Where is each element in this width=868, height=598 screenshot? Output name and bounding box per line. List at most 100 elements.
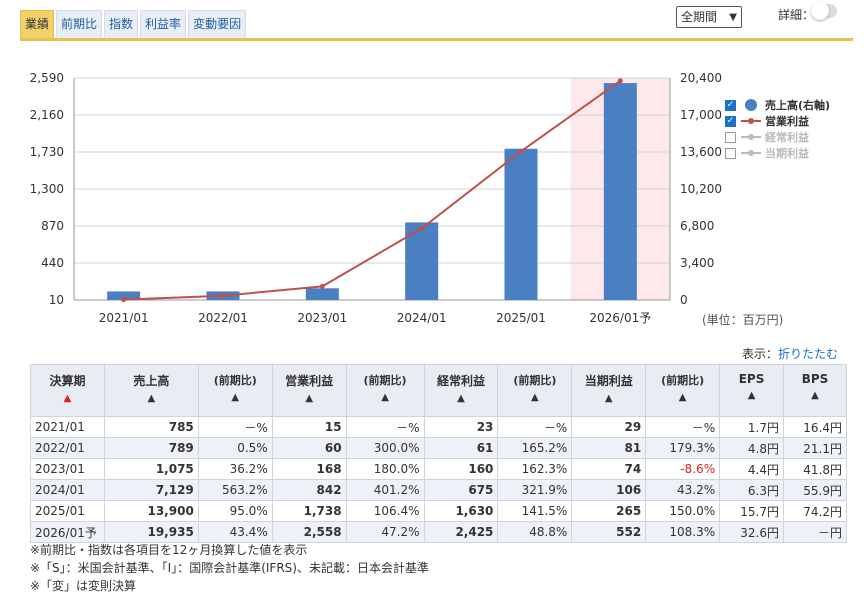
collapse-link[interactable]: 折りたたむ	[778, 347, 839, 361]
header-label: 当期利益	[584, 374, 633, 388]
table-header-cell[interactable]: BPS ▲	[783, 364, 847, 417]
y-tick-label-right: 6,800	[680, 219, 714, 233]
point-operating-profit	[518, 148, 524, 154]
sort-triangle-icon[interactable]: ▲	[147, 393, 156, 404]
table-cell: 43.2%	[645, 479, 721, 501]
table-cell: 165.2%	[497, 437, 573, 459]
table-cell: 675	[423, 479, 499, 501]
table-row: 2023/01 1,075 36.2% 168 180.0% 160 162.3% 74 -8.…	[30, 458, 847, 480]
detail-label: 詳細：	[778, 8, 815, 22]
chevron-down-icon: ▼	[729, 12, 737, 23]
sort-triangle-icon[interactable]: ▲	[231, 392, 240, 403]
table-cell: 168	[271, 458, 347, 480]
table-header-cell[interactable]: 決算期 ▲	[30, 364, 105, 417]
bar-sales	[504, 148, 538, 300]
table-cell: 300.0%	[345, 437, 425, 459]
table-cell: 789	[103, 437, 199, 459]
table-cell: 2023/01	[30, 458, 105, 480]
sort-triangle-icon[interactable]: ▲	[63, 393, 72, 404]
table-cell: －%	[645, 416, 721, 438]
sort-triangle-icon[interactable]: ▲	[381, 392, 389, 403]
table-cell: 16.4円	[783, 416, 847, 438]
legend-item[interactable]: ✓ 営業利益	[725, 114, 830, 128]
y-tick-label-left: 870	[41, 219, 64, 233]
table-header-cell[interactable]: (前期比) ▲	[345, 364, 425, 417]
table-header-cell[interactable]: (前期比) ▲	[197, 364, 273, 417]
display-label: 表示：	[742, 347, 779, 361]
table-cell: 180.0%	[345, 458, 425, 480]
tab-underline	[20, 38, 853, 41]
point-operating-profit	[617, 78, 623, 84]
legend-item[interactable]: 当期利益	[725, 146, 830, 160]
table-cell: 29	[571, 416, 647, 438]
table-header-cell[interactable]: 売上高 ▲	[103, 364, 199, 417]
sort-triangle-icon[interactable]: ▲	[747, 390, 756, 401]
table-cell: 55.9円	[783, 479, 847, 501]
table-cell: 179.3%	[645, 437, 721, 459]
y-tick-label-left: 1,300	[30, 182, 64, 196]
table-header-cell[interactable]: 経常利益 ▲	[423, 364, 499, 417]
table-cell: 2026/01予	[30, 521, 105, 543]
footnote: ※「S」：米国会計基準、「I」：国際会計基準(IFRS)、未記載：日本会計基準	[30, 561, 429, 575]
legend-checkbox[interactable]	[725, 131, 736, 143]
sort-triangle-icon[interactable]: ▲	[531, 392, 539, 403]
header-label: 営業利益	[285, 374, 334, 388]
point-operating-profit	[319, 283, 325, 289]
footnote: ※前期比・指数は各項目を12ヶ月換算した値を表示	[30, 543, 308, 557]
sort-triangle-icon[interactable]: ▲	[305, 393, 314, 404]
legend-item[interactable]: 経常利益	[725, 130, 830, 144]
tab-factors[interactable]: 変動要因	[188, 10, 247, 38]
table-cell: 19,935	[103, 521, 199, 543]
sort-triangle-icon[interactable]: ▲	[604, 393, 613, 404]
tab-yoy[interactable]: 前期比	[56, 10, 103, 38]
table-cell: 74	[571, 458, 647, 480]
header-label: (前期比)	[213, 374, 257, 387]
header-label: 売上高	[133, 374, 170, 388]
x-tick-label: 2026/01予	[589, 311, 651, 325]
table-cell: 95.0%	[197, 500, 273, 522]
table-cell: 36.2%	[197, 458, 273, 480]
financial-table: 決算期 ▲ 売上高 ▲ (前期比) ▲ 営業利益 ▲ (前期比) ▲ 経常利益 ▲ (前期比) ▲ 当期利益…	[30, 364, 847, 543]
period-select[interactable]: 全期間 ▼	[676, 6, 742, 28]
toggle-knob-icon	[811, 2, 829, 20]
header-label: BPS	[801, 372, 829, 386]
header-label: (前期比)	[661, 374, 705, 387]
bar-sales	[603, 83, 637, 300]
table-cell: 160	[423, 458, 499, 480]
header-label: 決算期	[49, 374, 86, 388]
detail-toggle[interactable]	[811, 2, 837, 20]
x-tick-label: 2025/01	[496, 311, 546, 325]
y-tick-label-right: 10,200	[680, 182, 722, 196]
table-row: 2022/01 789 0.5% 60 300.0% 61 165.2% 81 179.3% 4.…	[30, 437, 847, 459]
table-header-cell[interactable]: 当期利益 ▲	[571, 364, 647, 417]
table-header-cell[interactable]: (前期比) ▲	[497, 364, 573, 417]
legend-checkbox[interactable]	[725, 147, 736, 159]
header-label: (前期比)	[363, 374, 407, 387]
table-cell: 74.2円	[783, 500, 847, 522]
sort-triangle-icon[interactable]: ▲	[457, 393, 465, 404]
x-tick-label: 2021/01	[99, 311, 149, 325]
legend-line-icon	[741, 147, 761, 159]
table-cell: 785	[103, 416, 199, 438]
legend-checkbox[interactable]: ✓	[725, 99, 736, 111]
chart-legend: ✓ 売上高(右軸) ✓ 営業利益経常利益当期利益	[725, 98, 830, 162]
table-header-cell[interactable]: 営業利益 ▲	[271, 364, 347, 417]
x-tick-label: 2023/01	[297, 311, 347, 325]
table-header-cell[interactable]: EPS ▲	[719, 364, 784, 417]
tab-results[interactable]: 業績	[20, 10, 55, 38]
table-cell: 32.6円	[719, 521, 784, 543]
table-cell: 321.9%	[497, 479, 573, 501]
table-cell: -8.6%	[645, 458, 721, 480]
legend-item[interactable]: ✓ 売上高(右軸)	[725, 98, 830, 112]
footnote: ※「変」は変則決算	[30, 579, 137, 593]
table-header-cell[interactable]: (前期比) ▲	[645, 364, 721, 417]
sort-triangle-icon[interactable]: ▲	[811, 390, 819, 401]
tab-margin[interactable]: 利益率	[140, 10, 187, 38]
table-cell: 47.2%	[345, 521, 425, 543]
sort-triangle-icon[interactable]: ▲	[678, 392, 687, 403]
legend-checkbox[interactable]: ✓	[725, 115, 736, 127]
table-cell: 552	[571, 521, 647, 543]
header-label: (前期比)	[513, 374, 557, 387]
unit-label: (単位：百万円)	[702, 313, 784, 327]
tab-index[interactable]: 指数	[104, 10, 139, 38]
